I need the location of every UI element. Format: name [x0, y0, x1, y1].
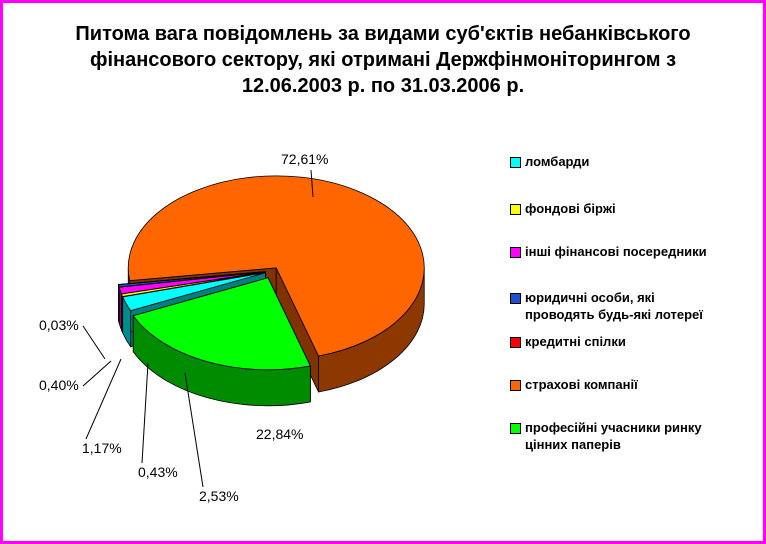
pie-tops: [118, 175, 425, 371]
legend-item: ломбарди: [510, 153, 589, 170]
data-label-1: 0,43%: [138, 464, 178, 480]
pie-slice-6: [132, 277, 311, 371]
legend-swatch: [510, 204, 521, 215]
legend-swatch: [510, 293, 521, 304]
legend-item: кредитні спілки: [510, 333, 626, 350]
legend-swatch: [510, 423, 521, 434]
chart-title: Питома вага повідомлень за видами суб'єк…: [75, 23, 691, 97]
data-label-3: 0,40%: [39, 377, 79, 393]
legend-item: страхові компанії: [510, 376, 638, 393]
legend-swatch: [510, 247, 521, 258]
data-label-0: 2,53%: [199, 488, 239, 504]
leader-line-0: [184, 372, 204, 488]
pie-labels: 2,53% 0,43% 1,17% 0,40% 0,03% 72,61% 22,84%: [39, 151, 328, 504]
legend-swatch: [510, 157, 521, 168]
legend-label: ломбарди: [525, 154, 590, 169]
legend-swatch: [510, 380, 521, 391]
legend-label: фондові біржі: [525, 201, 616, 216]
pie-slice-4: [118, 271, 266, 286]
legend-item: інші фінансові посередники: [510, 243, 707, 260]
pie-slice-0: [122, 272, 266, 312]
leader-line-4: [82, 325, 106, 360]
legend-label: кредитні спілки: [525, 334, 626, 349]
legend-item: фондові біржі: [510, 200, 616, 217]
leader-line-5: [310, 169, 314, 198]
legend-item: професійні учасники ринку цінних паперів: [510, 419, 702, 453]
legend-swatch: [510, 337, 521, 348]
leader-line-2: [85, 358, 122, 440]
data-label-2: 1,17%: [82, 440, 122, 456]
data-label-5: 72,61%: [281, 151, 328, 167]
data-label-4: 0,03%: [39, 317, 79, 333]
legend-label: юридичні особи, які проводять будь-які л…: [525, 290, 703, 322]
pie-slice-5: [127, 175, 425, 357]
leader-line-3: [82, 360, 112, 387]
pie-chart: 2,53% 0,43% 1,17% 0,40% 0,03% 72,61% 22,84%: [39, 151, 425, 504]
data-label-6: 22,84%: [256, 426, 303, 442]
legend-label: інші фінансові посередники: [525, 244, 707, 259]
legend-label: професійні учасники ринку цінних паперів: [525, 420, 702, 452]
leader-line-1: [141, 362, 149, 464]
legend-label: страхові компанії: [525, 377, 638, 392]
legend-item: юридичні особи, які проводять будь-які л…: [510, 289, 703, 323]
